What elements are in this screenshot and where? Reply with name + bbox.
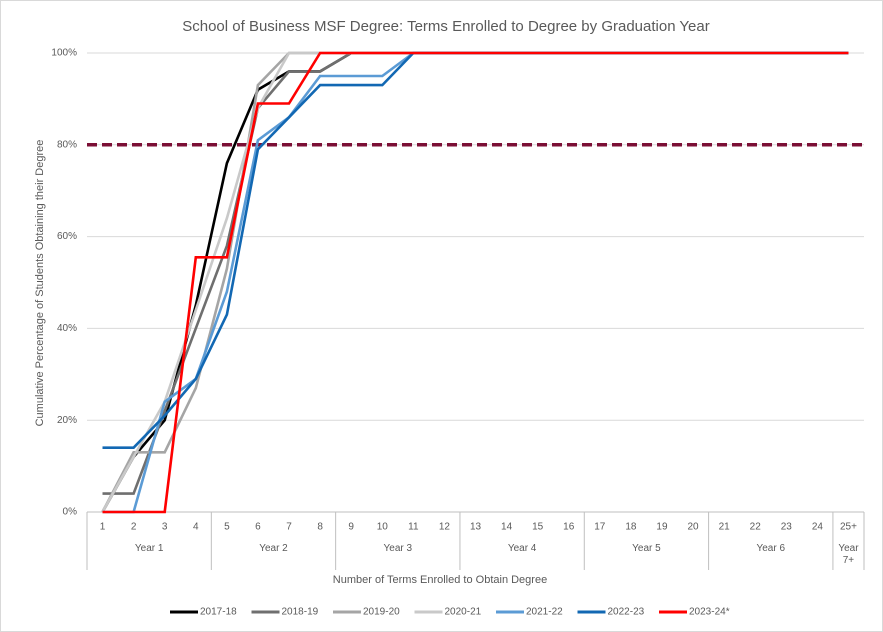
legend-label: 2018-19 [282,607,319,618]
group-label: Year 7+ [838,543,859,566]
group-label: Year 5 [632,543,661,554]
x-tick-label: 24 [812,522,824,533]
x-tick-label: 15 [532,522,544,533]
x-tick-label: 10 [377,522,389,533]
group-label: Year 3 [383,543,413,554]
x-tick-label: 21 [719,522,731,533]
x-tick-label: 4 [193,522,199,533]
x-tick-label: 11 [408,522,419,533]
x-tick-label: 19 [656,522,668,533]
x-tick-label: 2 [131,522,137,533]
x-tick-label: 12 [439,522,451,533]
group-label: Year 6 [756,543,786,554]
y-axis-title: Cumulative Percentage of Students Obtain… [34,140,46,427]
x-tick-label: 18 [625,522,637,533]
legend-label: 2022-23 [608,607,645,618]
x-tick-label: 14 [501,522,513,533]
chart-title: School of Business MSF Degree: Terms Enr… [182,18,710,35]
series-line [102,51,849,514]
group-box: Year 1 [134,543,164,554]
group-box: Year 6 [756,543,786,554]
x-tick-label: 25+ [840,522,857,533]
y-tick-label: 40% [57,323,77,334]
x-tick-label: 5 [224,522,230,533]
group-box: Year 2 [259,543,288,554]
x-tick-label: 20 [687,522,699,533]
group-box: Year 5 [632,543,661,554]
x-tick-label: 8 [317,522,323,533]
x-axis-title: Number of Terms Enrolled to Obtain Degre… [333,574,547,586]
y-tick-label: 20% [57,415,77,426]
y-tick-label: 0% [63,507,78,518]
legend-label: 2019-20 [363,607,400,618]
y-tick-label: 60% [57,231,77,242]
legend-label: 2023-24* [689,607,730,618]
group-box: Year 4 [507,543,537,554]
group-box: Year 3 [383,543,413,554]
x-tick-label: 16 [563,522,575,533]
group-label: Year 1 [134,543,164,554]
group-label: Year 2 [259,543,288,554]
x-tick-label: 7 [286,522,292,533]
legend-label: 2017-18 [200,607,237,618]
group-label: Year 4 [507,543,537,554]
legend-label: 2021-22 [526,607,563,618]
group-box: Year 7+ [838,543,859,566]
x-tick-label: 22 [750,522,762,533]
x-tick-label: 1 [100,522,106,533]
x-tick-label: 9 [348,522,354,533]
x-tick-label: 17 [594,522,606,533]
x-tick-label: 23 [781,522,793,533]
x-tick-label: 6 [255,522,261,533]
y-tick-label: 100% [51,48,77,59]
legend-label: 2020-21 [445,607,482,618]
x-tick-label: 13 [470,522,482,533]
x-tick-label: 3 [162,522,168,533]
y-tick-label: 80% [57,139,77,150]
